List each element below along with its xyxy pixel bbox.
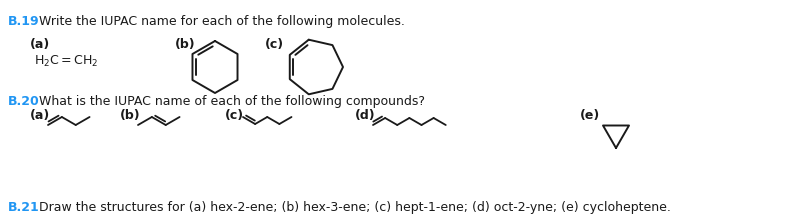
Text: H$_2$C$=$CH$_2$: H$_2$C$=$CH$_2$: [34, 54, 98, 69]
Text: (c): (c): [225, 109, 244, 122]
Text: What is the IUPAC name of each of the following compounds?: What is the IUPAC name of each of the fo…: [35, 95, 425, 108]
Text: (a): (a): [30, 38, 51, 51]
Text: B.20: B.20: [8, 95, 39, 108]
Text: (c): (c): [265, 38, 283, 51]
Text: (b): (b): [175, 38, 195, 51]
Text: B.19: B.19: [8, 15, 39, 28]
Text: (b): (b): [120, 109, 141, 122]
Text: Draw the structures for (a) hex-2-ene; (b) hex-3-ene; (c) hept-1-ene; (d) oct-2-: Draw the structures for (a) hex-2-ene; (…: [35, 201, 670, 214]
Text: (e): (e): [579, 109, 600, 122]
Text: (a): (a): [30, 109, 51, 122]
Text: B.21: B.21: [8, 201, 39, 214]
Text: Write the IUPAC name for each of the following molecules.: Write the IUPAC name for each of the fol…: [35, 15, 405, 28]
Text: (d): (d): [355, 109, 375, 122]
